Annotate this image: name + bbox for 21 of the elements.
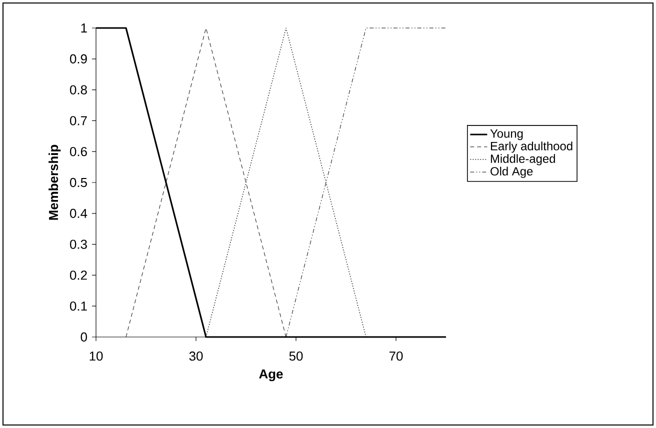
y-tick-label: 0.4: [70, 208, 88, 218]
y-tick-label: 0.1: [70, 302, 87, 311]
x-tick-label: 10: [90, 352, 103, 361]
y-tick-label: 0.2: [70, 270, 87, 280]
x-tick-label: 70: [389, 352, 403, 361]
y-tick-label: 0.3: [70, 240, 87, 249]
legend-label: Young: [490, 129, 523, 140]
y-tick-label: 0: [80, 332, 87, 342]
x-tick-label: 30: [189, 352, 203, 361]
x-tick-label: 50: [289, 352, 303, 361]
y-tick-label: 0.5: [70, 178, 87, 188]
y-tick-label: 1: [81, 24, 87, 32]
legend-label: Early adulthood: [490, 142, 572, 153]
y-axis-title: Membership: [48, 144, 61, 220]
y-tick-label: 0.6: [70, 147, 87, 156]
x-axis-title: Age: [259, 370, 283, 382]
y-tick-label: 0.9: [70, 54, 87, 64]
legend-label: Middle-aged: [490, 154, 555, 166]
legend-label: Old Age: [490, 166, 533, 178]
y-tick-label: 0.8: [70, 85, 87, 94]
y-tick-label: 0.7: [70, 116, 87, 126]
